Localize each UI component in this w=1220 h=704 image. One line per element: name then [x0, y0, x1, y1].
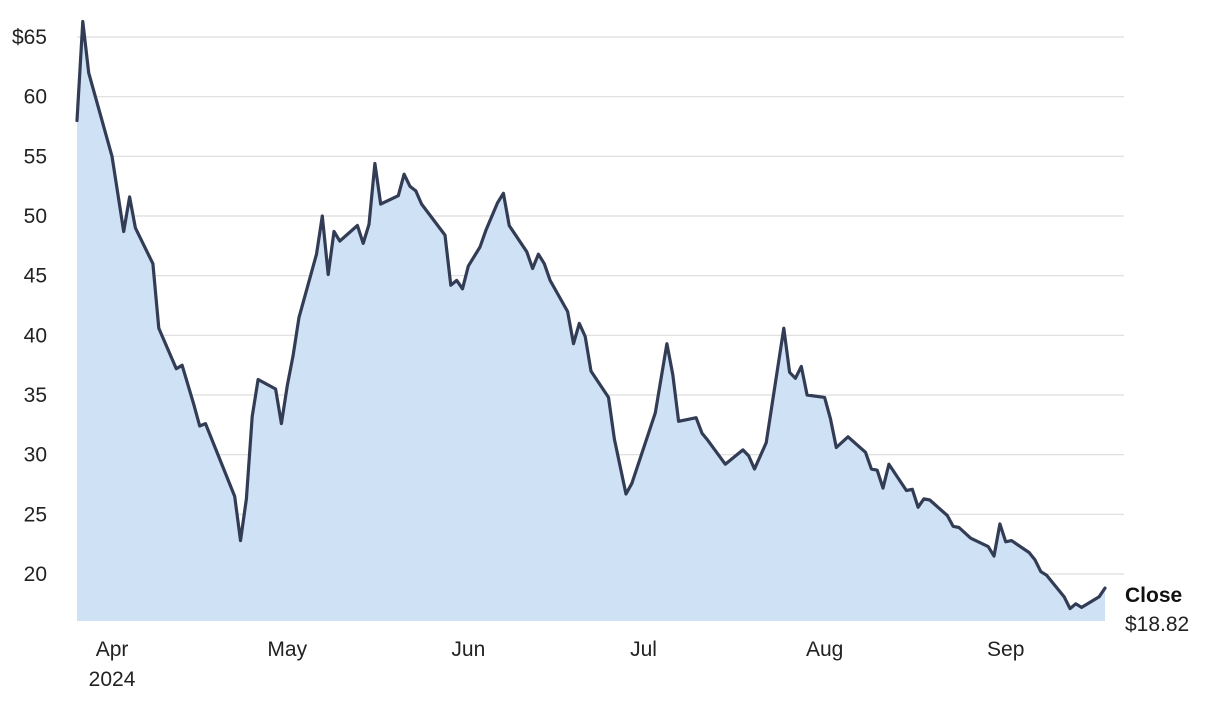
x-tick-label: Jun — [451, 638, 485, 661]
x-tick-label: Sep — [987, 638, 1024, 661]
x-axis-labels: Apr 2024 May Jun Jul Aug Sep — [89, 638, 1025, 691]
y-tick-label: 60 — [24, 86, 47, 109]
y-tick-label: 35 — [24, 384, 47, 407]
x-tick-label: Jul — [630, 638, 657, 661]
y-tick-label: 40 — [24, 324, 47, 347]
x-tick-sublabel: 2024 — [89, 668, 136, 691]
y-tick-label: 30 — [24, 444, 47, 467]
y-tick-label: 55 — [24, 145, 47, 168]
x-tick-label: May — [267, 638, 307, 661]
close-price-line — [75, 19, 1107, 611]
x-tick-label: Aug — [806, 638, 843, 661]
series-end-value: $18.82 — [1125, 613, 1189, 636]
y-tick-label: $65 — [12, 26, 47, 49]
y-tick-label: 50 — [24, 205, 47, 228]
y-tick-label: 20 — [24, 563, 47, 586]
y-tick-label: 45 — [24, 265, 47, 288]
y-axis-labels: $65 60 55 50 45 40 35 30 25 20 — [12, 26, 47, 586]
y-tick-label: 25 — [24, 503, 47, 526]
close-area-fill — [77, 21, 1105, 621]
series-end-label: Close — [1125, 584, 1182, 607]
x-tick-label: Apr — [96, 638, 129, 661]
